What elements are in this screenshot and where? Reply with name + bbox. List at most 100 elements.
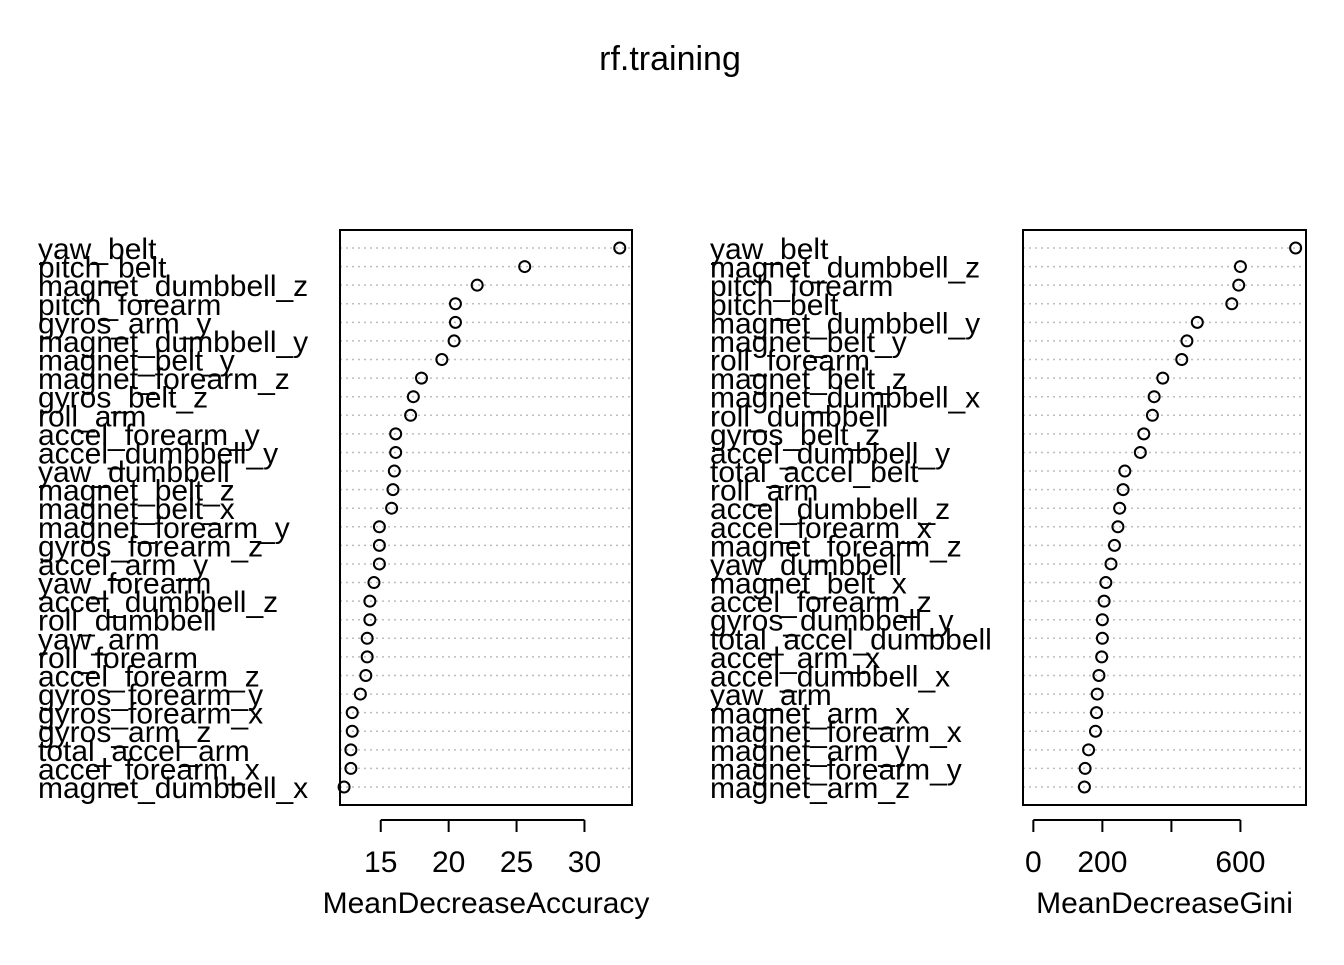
variable-label: gyros_forearm_z [38,530,263,563]
variable-label: magnet_forearm_y [710,753,962,786]
variable-label: magnet_forearm_z [710,530,962,563]
data-point [1113,501,1127,515]
variable-label: yaw_belt [38,233,157,266]
variable-label: magnet_dumbbell_x [710,382,980,415]
variable-label: magnet_arm_y [710,735,910,768]
variable-label: gyros_belt_z [38,382,208,415]
variable-label: yaw_forearm [38,568,211,601]
data-point [1180,334,1194,348]
variable-label: total_accel_belt [710,456,919,489]
variable-label: accel_dumbbell_y [38,437,278,470]
data-point [1232,278,1246,292]
variable-label: pitch_forearm [710,270,893,303]
data-point [1175,353,1189,367]
data-point [1097,594,1111,608]
data-point [1107,538,1121,552]
variable-label: yaw_arm [710,679,832,712]
variable-label: roll_arm [38,400,146,433]
variable-label: magnet_arm_x [710,698,910,731]
variable-label: yaw_dumbbell [710,549,902,582]
data-point [372,520,386,534]
variable-label: roll_forearm [710,345,870,378]
data-point [372,557,386,571]
data-point [1095,613,1109,627]
variable-label: yaw_dumbbell [38,456,230,489]
data-point [1156,371,1170,385]
x-tick-label: 600 [1215,846,1265,879]
data-point [345,724,359,738]
data-point [1090,687,1104,701]
variable-label: roll_arm [710,475,818,508]
variable-label: accel_dumbbell_z [710,493,950,526]
x-tick-label: 20 [432,846,465,879]
data-point [1137,427,1151,441]
variable-label: magnet_belt_z [38,475,235,508]
data-point [385,501,399,515]
variable-label: magnet_forearm_y [38,512,290,545]
variable-label: accel_forearm_z [38,660,260,693]
variable-label: accel_forearm_y [38,419,260,452]
variable-label: accel_forearm_x [38,753,260,786]
x-axis-title: MeanDecreaseGini [1036,887,1293,920]
variable-label: magnet_belt_z [710,363,907,396]
data-point [1088,724,1102,738]
variable-label: accel_arm_x [710,642,880,675]
variable-label: magnet_belt_x [38,493,235,526]
data-point [363,613,377,627]
chart-title: rf.training [599,40,741,78]
data-point [1147,390,1161,404]
variable-label: pitch_belt [38,252,167,285]
variable-label: total_accel_dumbbell [710,623,992,656]
data-point [360,650,374,664]
data-point [1099,576,1113,590]
data-point [1090,706,1104,720]
x-tick-label: 0 [1025,846,1042,879]
data-point [1116,483,1130,497]
gini-panel: yaw_beltmagnet_dumbbell_zpitch_forearmpi… [710,229,1307,920]
x-tick-label: 25 [500,846,533,879]
data-point [353,687,367,701]
variable-label: gyros_belt_z [710,419,880,452]
variable-label: accel_dumbbell_y [710,437,950,470]
data-point [344,761,358,775]
data-point [363,594,377,608]
variable-label: accel_forearm_x [710,512,932,545]
data-point [1095,631,1109,645]
variable-label: magnet_forearm_z [38,363,290,396]
data-point [1082,743,1096,757]
data-point [448,315,462,329]
data-point [360,631,374,645]
data-point [404,408,418,422]
data-point [389,427,403,441]
data-point [406,390,420,404]
variable-label: gyros_forearm_x [38,698,263,731]
variable-label: pitch_forearm [38,289,221,322]
variable-label: gyros_dumbbell_y [710,605,953,638]
data-point [1095,650,1109,664]
variable-label: gyros_arm_y [38,307,211,340]
variable-label: magnet_dumbbell_z [710,252,980,285]
data-point [414,371,428,385]
variable-label: yaw_belt [710,233,829,266]
data-point [386,483,400,497]
variable-label: magnet_dumbbell_z [38,270,308,303]
data-point [447,334,461,348]
variable-label: accel_forearm_z [710,586,932,619]
data-point [470,278,484,292]
data-point [1289,241,1303,255]
data-point [1118,464,1132,478]
data-point [389,445,403,459]
data-point [1104,557,1118,571]
variable-label: gyros_forearm_y [38,679,263,712]
variable-label: total_accel_arm [38,735,250,768]
data-point [518,260,532,274]
data-point [613,241,627,255]
data-point [1077,780,1091,794]
data-point [1233,260,1247,274]
variable-label: magnet_belt_y [710,326,907,359]
data-point [372,538,386,552]
data-point [345,706,359,720]
variable-label: roll_dumbbell [710,400,888,433]
